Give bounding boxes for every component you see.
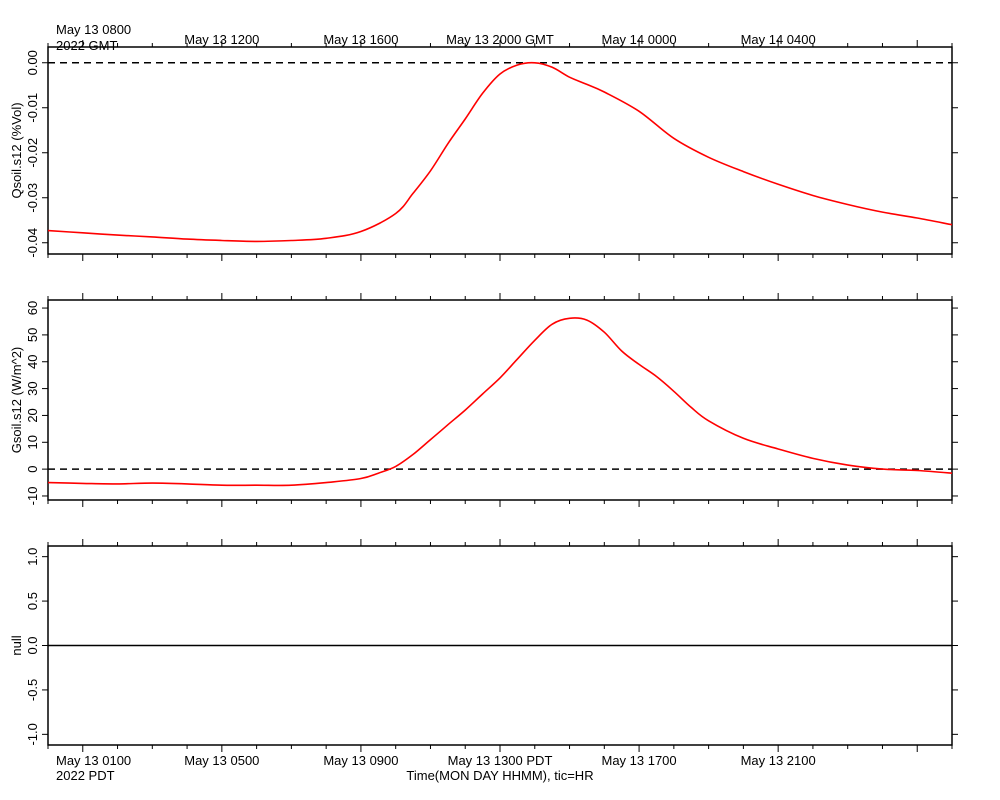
- y-tick-label: -0.5: [25, 679, 40, 701]
- y-tick-label: -0.03: [25, 183, 40, 213]
- y-axis-label: Gsoil.s12 (W/m^2): [9, 347, 24, 454]
- bottom-time-label: May 13 1300 PDT: [448, 753, 553, 768]
- bottom-time-label: May 13 0100: [56, 753, 131, 768]
- y-tick-label: -0.04: [25, 228, 40, 258]
- bottom-time-axis: May 13 0100 May 13 0500 May 13 0900 May 13 …: [56, 753, 816, 768]
- plot-frame: [47, 46, 953, 255]
- y-tick-label: 0.0: [25, 636, 40, 654]
- y-tick-label: -0.02: [25, 138, 40, 168]
- y-tick-label: -10: [25, 487, 40, 506]
- panel-qsoil: 0.00 -0.01 -0.02 -0.03 -0.04 Qsoil.s12 (%Vol): [9, 40, 958, 261]
- top-time-label: May 13 0800: [56, 22, 131, 37]
- y-tick-label: -1.0: [25, 723, 40, 745]
- y-tick-label: 30: [25, 381, 40, 395]
- y-tick-label: 10: [25, 435, 40, 449]
- bottom-time-label: May 13 0500: [184, 753, 259, 768]
- top-time-label: May 13 1600: [323, 32, 398, 47]
- top-time-label: May 13 2000 GMT: [446, 32, 554, 47]
- y-axis-label: Qsoil.s12 (%Vol): [9, 102, 24, 198]
- panel-gsoil: 60 50 40 30 20 10 0 -10 Gsoil.s12 (W/m^2): [9, 293, 958, 507]
- top-year-label: 2022 GMT: [56, 38, 117, 53]
- y-tick-label: 20: [25, 408, 40, 422]
- y-tick-label: -0.01: [25, 93, 40, 123]
- y-tick-label: 1.0: [25, 548, 40, 566]
- panel-null: 1.0 0.5 0.0 -0.5 -1.0 null: [9, 539, 958, 752]
- y-axis-label: null: [9, 635, 24, 655]
- bottom-time-label: May 13 1700: [601, 753, 676, 768]
- x-axis-title: Time(MON DAY HHMM), tic=HR: [406, 768, 593, 783]
- y-tick-label: 60: [25, 301, 40, 315]
- y-tick-label: 0.00: [25, 50, 40, 75]
- y-tick-label: 40: [25, 355, 40, 369]
- plot-frame: [47, 299, 953, 501]
- top-time-axis: May 13 0800 May 13 1200 May 13 1600 May 13 …: [56, 22, 816, 47]
- bottom-time-label: May 13 2100: [741, 753, 816, 768]
- y-tick-label: 0: [25, 466, 40, 473]
- y-tick-label: 50: [25, 328, 40, 342]
- series-line: [47, 317, 953, 487]
- top-time-label: May 13 1200: [184, 32, 259, 47]
- y-tick-label: 0.5: [25, 592, 40, 610]
- top-time-label: May 14 0400: [741, 32, 816, 47]
- bottom-year-label: 2022 PDT: [56, 768, 115, 783]
- series-line: [47, 61, 953, 243]
- bottom-time-label: May 13 0900: [323, 753, 398, 768]
- top-time-label: May 14 0000: [601, 32, 676, 47]
